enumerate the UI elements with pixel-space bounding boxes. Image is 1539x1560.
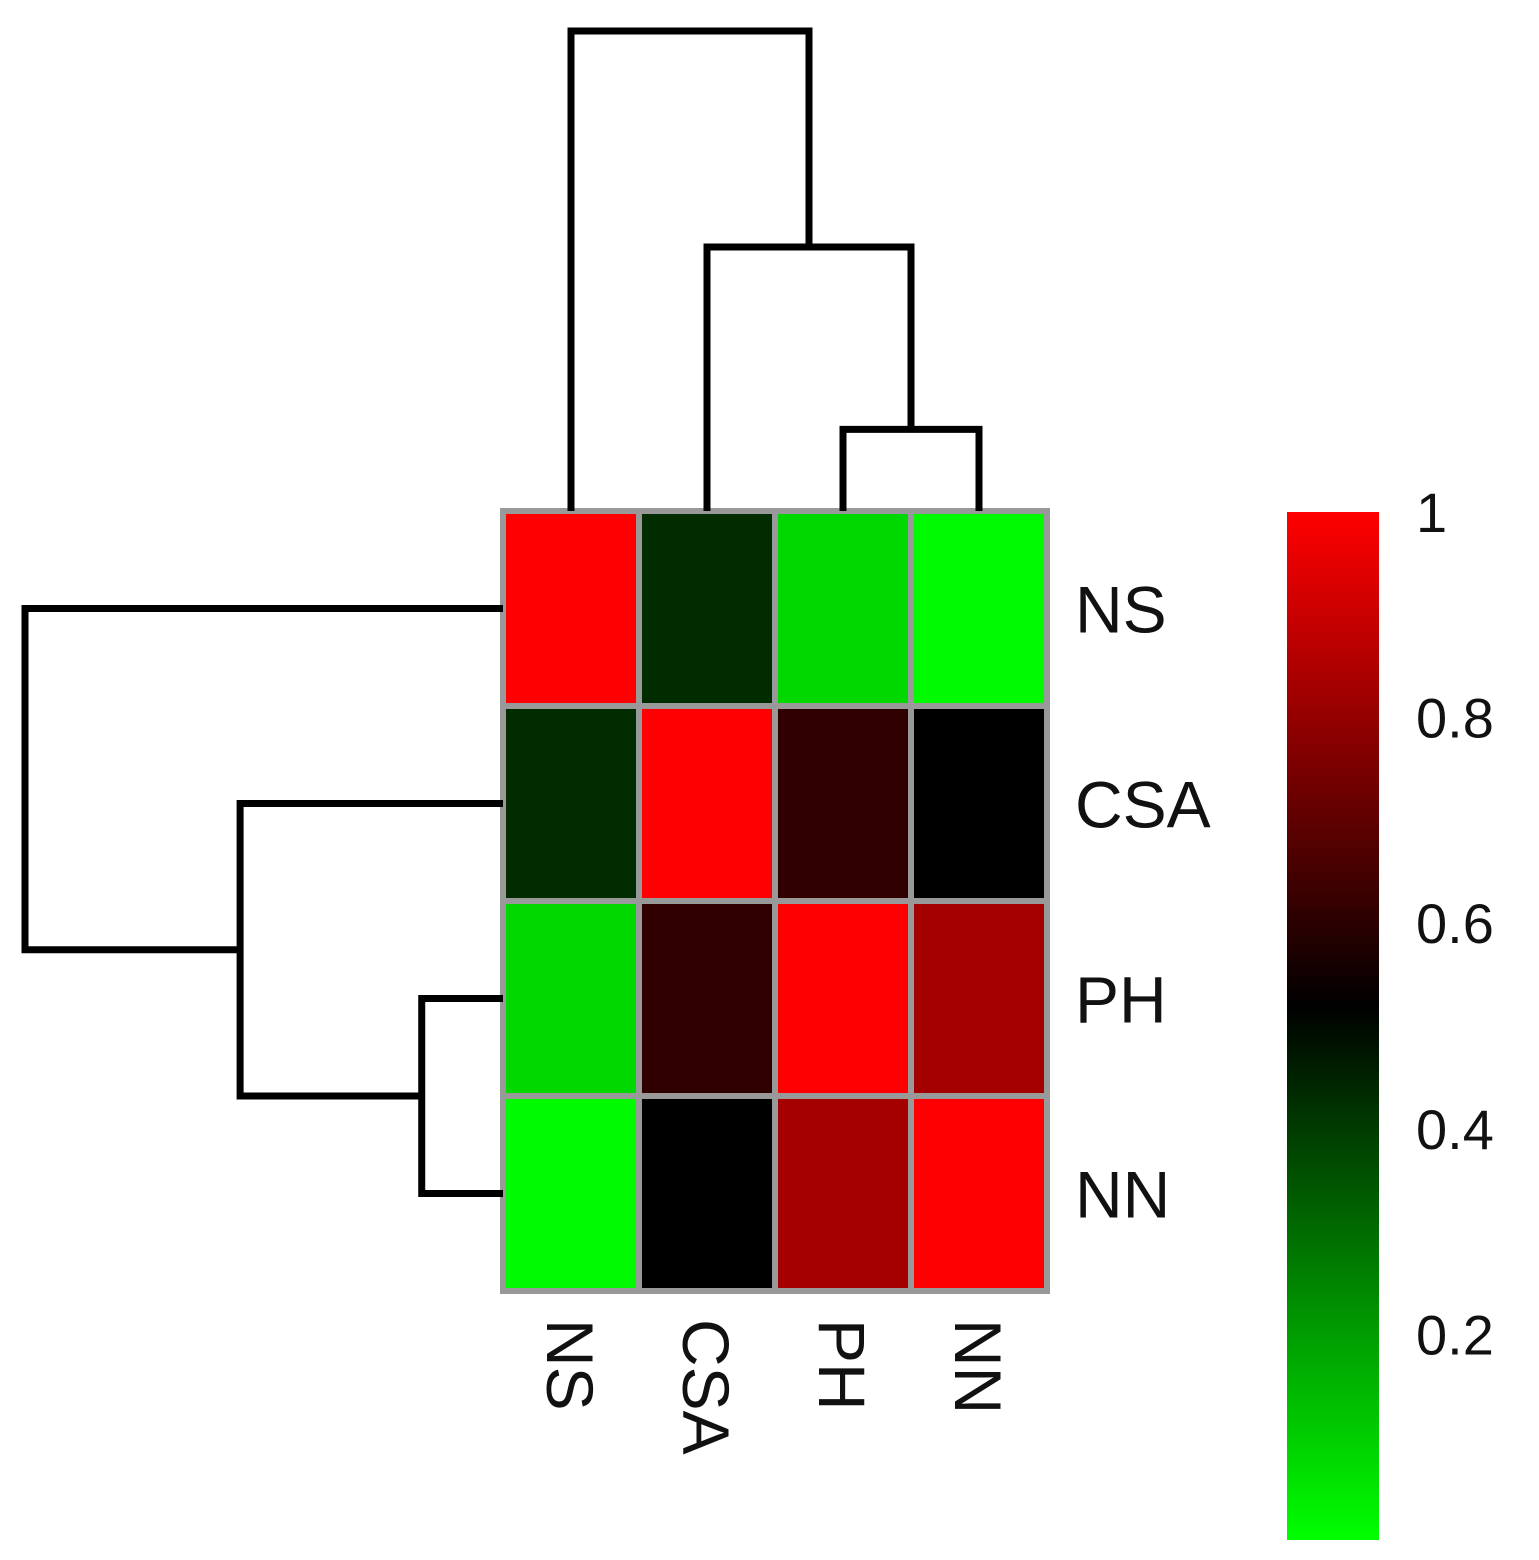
colorbar-tick-label: 0.4 bbox=[1416, 1098, 1494, 1161]
heatmap-cell-ns-ph bbox=[778, 514, 908, 703]
heatmap-cell-nn-ns bbox=[506, 1099, 636, 1288]
heatmap-cell-nn-nn bbox=[914, 1099, 1044, 1288]
heatmap-cells bbox=[500, 508, 1050, 1294]
row-labels: NS CSA PH NN bbox=[1075, 573, 1211, 1232]
heatmap-cell-ns-nn bbox=[914, 514, 1044, 703]
column-dendrogram bbox=[567, 27, 983, 511]
heatmap-cell-nn-ph bbox=[778, 1099, 908, 1288]
row-label-ph: PH bbox=[1075, 963, 1167, 1037]
heatmap-cell-ph-csa bbox=[642, 904, 772, 1093]
heatmap-cell-ns-ns bbox=[506, 514, 636, 703]
row-label-csa: CSA bbox=[1075, 768, 1211, 842]
row-label-nn: NN bbox=[1075, 1158, 1170, 1232]
heatmap-cell-csa-nn bbox=[914, 709, 1044, 898]
column-labels: NS CSA PH NN bbox=[533, 1319, 1015, 1455]
heatmap-cell-ph-ns bbox=[506, 904, 636, 1093]
heatmap-cell-csa-ns bbox=[506, 709, 636, 898]
row-dendrogram-merge-3 bbox=[21, 605, 503, 954]
column-label-csa: CSA bbox=[669, 1319, 743, 1455]
column-dendrogram-merge-3 bbox=[567, 27, 813, 511]
colorbar-tick-label: 0.2 bbox=[1416, 1303, 1494, 1366]
column-label-ph: PH bbox=[805, 1319, 879, 1411]
heatmap-cell-csa-csa bbox=[642, 709, 772, 898]
colorbar-gradient bbox=[1287, 512, 1379, 1540]
heatmap-cell-ph-ph bbox=[778, 904, 908, 1093]
heatmap-cell-csa-ph bbox=[778, 709, 908, 898]
column-label-nn: NN bbox=[941, 1319, 1015, 1414]
row-dendrogram bbox=[21, 605, 503, 1197]
heatmap-cell-nn-csa bbox=[642, 1099, 772, 1288]
column-label-ns: NS bbox=[533, 1319, 607, 1411]
colorbar: 1 0.8 0.6 0.4 0.2 bbox=[1287, 481, 1494, 1540]
colorbar-tick-label: 0.8 bbox=[1416, 687, 1494, 750]
colorbar-tick-label: 0.6 bbox=[1416, 892, 1494, 955]
heatmap-cell-ns-csa bbox=[642, 514, 772, 703]
colorbar-tick-label: 1 bbox=[1416, 481, 1447, 544]
heatmap-cell-ph-nn bbox=[914, 904, 1044, 1093]
row-label-ns: NS bbox=[1075, 573, 1167, 647]
